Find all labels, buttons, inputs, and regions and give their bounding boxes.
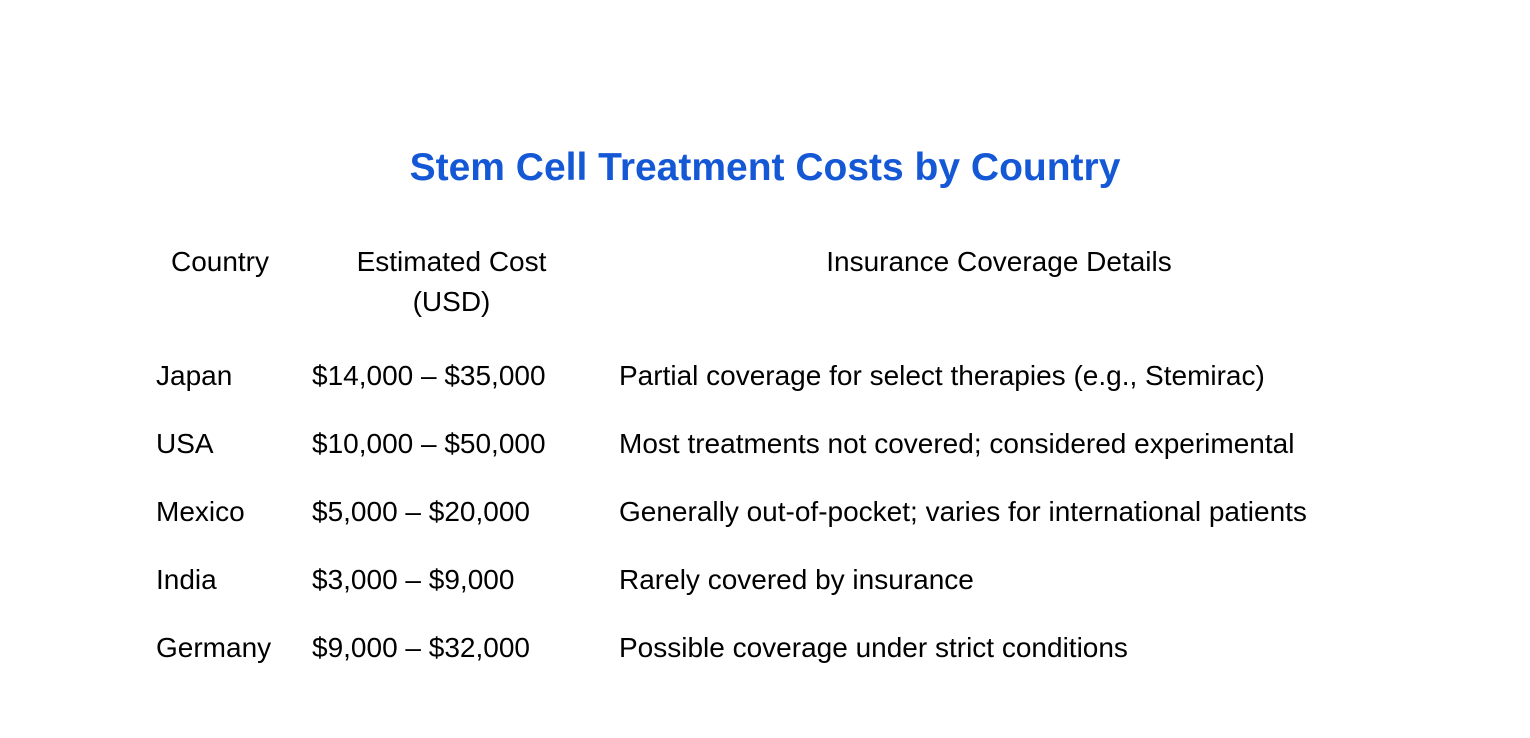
table-row: Mexico $5,000 – $20,000 Generally out-of… bbox=[142, 478, 1393, 546]
table-header-row: Country Estimated Cost (USD) Insurance C… bbox=[142, 234, 1393, 342]
cell-cost: $5,000 – $20,000 bbox=[312, 496, 530, 527]
page-title: Stem Cell Treatment Costs by Country bbox=[409, 146, 1121, 189]
cell-country: USA bbox=[156, 428, 214, 459]
header-cost-line2: (USD) bbox=[412, 286, 491, 317]
cell-insurance: Rarely covered by insurance bbox=[619, 564, 974, 595]
cell-cost: $10,000 – $50,000 bbox=[312, 428, 546, 459]
cell-country: Germany bbox=[156, 632, 272, 663]
header-cost-line1: Estimated Cost bbox=[356, 246, 547, 277]
cell-country: Mexico bbox=[156, 496, 245, 527]
header-country: Country bbox=[170, 246, 270, 277]
table-row: Germany $9,000 – $32,000 Possible covera… bbox=[142, 614, 1393, 682]
table-row: Japan $14,000 – $35,000 Partial coverage… bbox=[142, 342, 1393, 410]
cell-insurance: Most treatments not covered; considered … bbox=[619, 428, 1295, 459]
header-estimated-cost: Estimated Cost (USD) bbox=[298, 234, 605, 342]
table-row: India $3,000 – $9,000 Rarely covered by … bbox=[142, 546, 1393, 614]
cell-cost: $9,000 – $32,000 bbox=[312, 632, 530, 663]
cell-insurance: Generally out-of-pocket; varies for inte… bbox=[619, 496, 1307, 527]
cell-insurance: Possible coverage under strict condition… bbox=[619, 632, 1128, 663]
cell-insurance: Partial coverage for select therapies (e… bbox=[619, 360, 1265, 391]
cell-cost: $14,000 – $35,000 bbox=[312, 360, 546, 391]
cost-table: Country Estimated Cost (USD) Insurance C… bbox=[142, 234, 1393, 682]
cell-country: India bbox=[156, 564, 217, 595]
cell-cost: $3,000 – $9,000 bbox=[312, 564, 515, 595]
table-row: USA $10,000 – $50,000 Most treatments no… bbox=[142, 410, 1393, 478]
header-insurance: Insurance Coverage Details bbox=[826, 246, 1172, 277]
cell-country: Japan bbox=[156, 360, 233, 391]
